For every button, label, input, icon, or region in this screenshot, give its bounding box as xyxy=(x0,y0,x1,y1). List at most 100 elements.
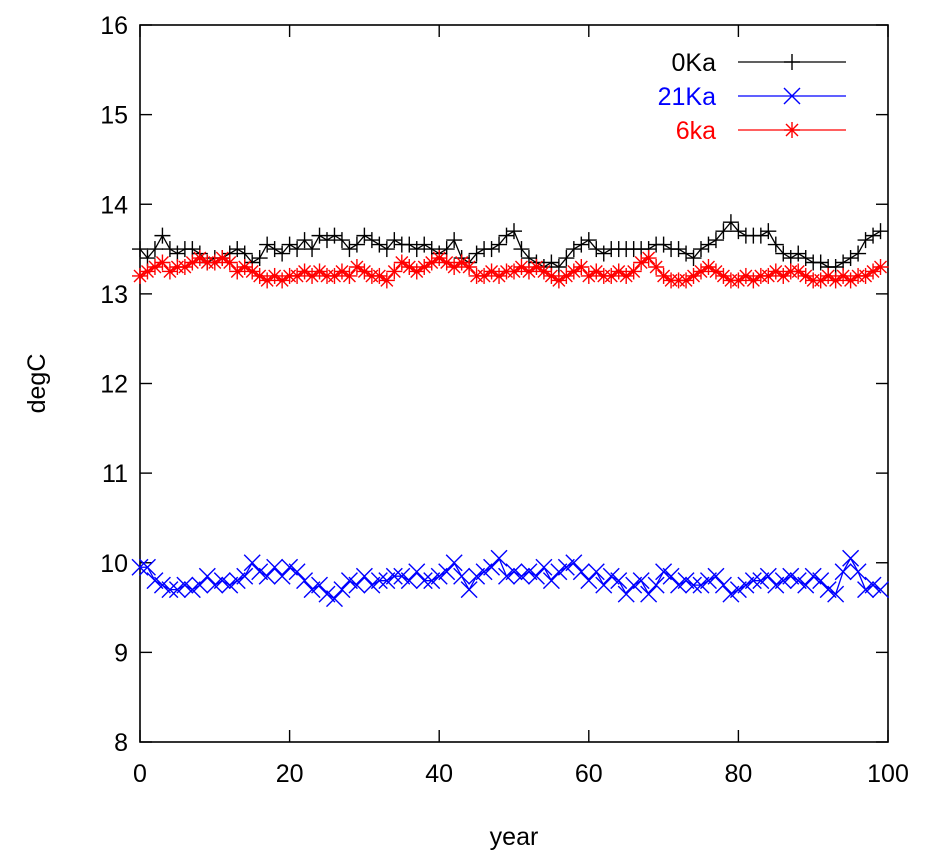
data-point xyxy=(632,572,650,590)
data-point xyxy=(647,576,665,594)
legend: 0Ka 21Ka 6ka xyxy=(658,49,846,145)
data-point xyxy=(461,258,478,275)
series-layer xyxy=(131,214,890,608)
data-point xyxy=(812,254,829,271)
data-point xyxy=(640,250,657,267)
data-point xyxy=(491,236,508,253)
data-point xyxy=(430,567,448,585)
data-point xyxy=(565,554,583,572)
data-point xyxy=(782,567,800,585)
data-point xyxy=(340,572,358,590)
data-point xyxy=(132,241,148,258)
data-point xyxy=(273,567,291,585)
data-point xyxy=(662,567,680,585)
data-point xyxy=(184,241,201,258)
series-21Ka xyxy=(131,549,890,608)
data-point xyxy=(169,245,186,262)
data-point xyxy=(842,549,860,567)
data-point xyxy=(678,245,695,262)
data-point xyxy=(288,563,306,581)
data-point xyxy=(648,258,665,275)
data-point xyxy=(550,563,568,581)
data-point xyxy=(401,258,418,275)
data-point xyxy=(677,572,695,590)
data-point xyxy=(670,241,687,258)
data-point xyxy=(370,572,388,590)
data-point xyxy=(483,558,501,576)
series-6ka xyxy=(132,250,889,289)
data-point xyxy=(625,263,642,280)
data-point xyxy=(512,567,530,585)
data-point xyxy=(670,576,688,594)
data-point xyxy=(198,567,216,585)
data-point xyxy=(333,581,351,599)
data-point xyxy=(386,263,403,280)
data-point xyxy=(266,558,284,576)
data-point xyxy=(580,232,597,249)
data-point xyxy=(685,576,703,594)
data-point xyxy=(587,563,605,581)
data-point xyxy=(490,549,508,567)
data-point xyxy=(378,572,396,590)
data-point xyxy=(161,241,178,258)
data-point xyxy=(760,223,777,240)
data-point xyxy=(259,236,276,253)
data-point xyxy=(333,263,350,280)
y-tick-label: 13 xyxy=(100,281,128,309)
data-point xyxy=(775,245,792,262)
legend-label: 0Ka xyxy=(672,49,717,77)
data-point xyxy=(341,267,358,284)
data-point xyxy=(408,241,425,258)
data-point xyxy=(139,250,156,267)
data-point xyxy=(535,558,553,576)
data-point xyxy=(304,241,321,258)
data-point xyxy=(333,232,350,249)
data-point xyxy=(610,263,627,280)
data-point xyxy=(356,227,373,244)
data-point xyxy=(715,223,732,240)
data-point xyxy=(693,241,709,258)
data-point xyxy=(505,563,523,581)
data-point xyxy=(834,563,852,581)
data-point xyxy=(311,576,329,594)
data-point xyxy=(415,572,433,590)
data-point xyxy=(401,236,418,253)
data-point xyxy=(506,223,522,240)
data-point xyxy=(774,572,792,590)
data-point xyxy=(243,554,261,572)
data-point xyxy=(296,572,314,590)
data-point xyxy=(655,236,672,253)
data-point xyxy=(588,241,605,258)
y-tick-label: 14 xyxy=(100,191,128,219)
data-point xyxy=(371,236,388,253)
data-point xyxy=(527,567,545,585)
data-point xyxy=(258,567,276,585)
data-point xyxy=(827,258,844,275)
data-point xyxy=(296,232,313,249)
x-tick-label: 20 xyxy=(276,760,304,788)
data-point xyxy=(602,567,620,585)
data-point xyxy=(729,581,747,599)
x-axis-label: year xyxy=(490,823,539,851)
data-point xyxy=(783,87,801,105)
data-point xyxy=(438,563,456,581)
data-point xyxy=(827,272,844,289)
data-point xyxy=(146,572,164,590)
data-point xyxy=(744,572,762,590)
data-point xyxy=(700,236,717,253)
data-point xyxy=(610,572,628,590)
data-point xyxy=(214,250,231,267)
data-point xyxy=(348,236,365,253)
data-point xyxy=(872,581,890,599)
data-point xyxy=(849,563,867,581)
data-point xyxy=(325,590,343,608)
data-point xyxy=(730,223,747,240)
data-point xyxy=(580,572,598,590)
data-point xyxy=(236,245,253,262)
data-point xyxy=(355,567,373,585)
data-point xyxy=(520,563,538,581)
data-point xyxy=(722,214,739,231)
data-point xyxy=(236,567,254,585)
data-point xyxy=(827,585,845,603)
data-point xyxy=(446,258,463,275)
